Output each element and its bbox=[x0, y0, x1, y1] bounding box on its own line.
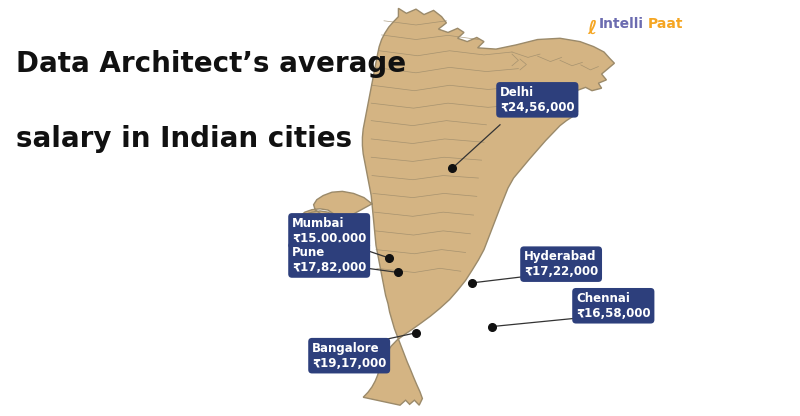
Text: Chennai
₹16,58,000: Chennai ₹16,58,000 bbox=[576, 292, 650, 320]
Text: Bangalore
₹19,17,000: Bangalore ₹19,17,000 bbox=[312, 342, 386, 370]
Text: Hyderabad
₹17,22,000: Hyderabad ₹17,22,000 bbox=[524, 250, 598, 278]
Text: Pune
₹17,82,000: Pune ₹17,82,000 bbox=[292, 246, 366, 274]
Text: Delhi
₹24,56,000: Delhi ₹24,56,000 bbox=[500, 86, 574, 114]
Text: Mumbai
₹15,00,000: Mumbai ₹15,00,000 bbox=[292, 217, 366, 245]
Text: ℓ: ℓ bbox=[586, 19, 596, 38]
Polygon shape bbox=[296, 8, 614, 405]
Text: Data Architect’s average: Data Architect’s average bbox=[16, 50, 406, 78]
Text: salary in Indian cities: salary in Indian cities bbox=[16, 125, 352, 153]
Text: Paat: Paat bbox=[648, 17, 683, 32]
Text: Intelli: Intelli bbox=[598, 17, 643, 32]
